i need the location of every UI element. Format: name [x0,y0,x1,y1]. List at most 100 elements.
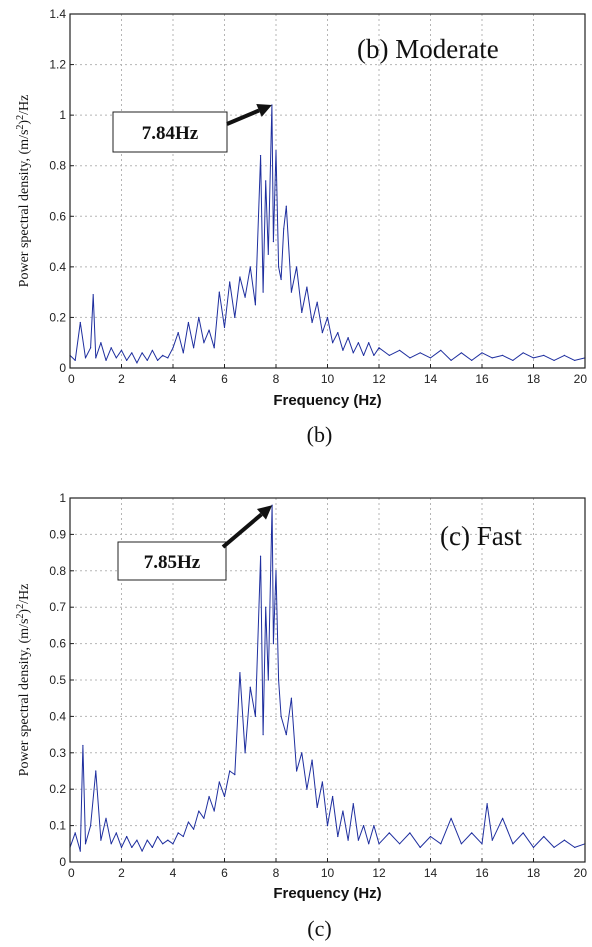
chart-c-data-point [79,850,81,852]
chart-b-data-point [342,349,344,351]
chart-c-data-point [182,835,184,838]
chart-c-data-point [296,770,298,772]
chart-b-caption: (b) [307,422,333,447]
chart-c-data-point [95,770,97,772]
chart-c-xtick-label: 8 [273,866,280,880]
chart-b-data-point [301,311,303,313]
chart-c-data-point [275,570,277,572]
chart-b-ytick-label: 0.4 [49,260,66,274]
chart-c-ylabel: Power spectral density, (m/s2)2/Hz [15,584,32,777]
chart-b-xtick-label: 6 [221,372,228,386]
chart-c-data-point [491,839,493,841]
chart-c-arrow-head-icon [256,505,273,520]
chart-b-data-point [146,359,148,362]
chart-c-data-point [429,835,432,838]
chart-b-data-point [167,357,169,359]
chart-c-data-point [272,643,275,645]
chart-c-ytick-label: 0.1 [49,819,66,833]
chart-c-ytick-label: 0 [59,855,66,869]
chart-c-data-point [481,843,483,845]
chart-b-ytick-label: 1 [59,108,66,122]
chart-b-data-point [84,357,87,359]
chart-c-data-point [162,843,164,845]
chart-c-data-point [311,759,313,761]
chart-c-data-point [332,795,334,798]
chart-c-xtick-label: 2 [118,866,125,880]
chart-b-data-point [92,294,94,296]
chart-c-data-point [90,825,92,827]
chart-b-data-point [110,347,112,349]
chart-c-data-point [223,795,226,798]
chart-b-data-point [187,321,190,324]
chart-b-xtick-label: 0 [68,372,75,386]
chart-b-data-point [471,359,473,362]
chart-c-ytick-label: 0.8 [49,564,66,578]
chart-c-data-point [208,795,210,798]
chart-b-data-point [120,349,123,351]
chart-c-xtick-label: 18 [527,866,541,880]
chart-c-data-point [357,839,359,841]
chart-c-ytick-label: 1 [59,491,66,505]
chart-c-data-point [347,839,349,841]
chart-c-data-point [198,810,200,812]
chart-c-ytick-label: 0.4 [49,709,66,723]
chart-c-data-point [151,846,153,849]
chart-b-data-point [409,357,411,359]
chart-b-data-point [563,354,566,356]
chart-c-data-point [553,846,555,849]
chart-c-xtick-label: 14 [424,866,438,880]
chart-b-data-point [213,347,215,349]
chart-b-data-point [126,359,128,362]
chart-b-data-point [249,266,251,268]
chart-b-data-point [491,357,493,359]
chart-b-data-point [543,354,545,356]
chart-b-xtick-label: 14 [424,372,438,386]
chart-c-xtick-label: 10 [321,866,335,880]
chart-c-data-point [502,817,504,819]
chart-c-data-point [337,835,339,838]
chart-c-data-point [342,810,344,812]
chart-b-data-point [141,352,143,354]
chart-c-data-point [203,817,205,819]
chart-c-data-point [512,843,514,845]
chart-c-title: (c) Fast [440,521,522,551]
chart-b-data-point [357,342,359,344]
chart-b-xtick-label: 18 [527,372,541,386]
chart-b-xtick-label: 16 [475,372,489,386]
chart-b-data-point [162,354,164,356]
chart-b-data-point [306,286,308,288]
chart-b-data-point [79,321,81,324]
chart-c-data-point [105,817,107,819]
chart-b-data-point [362,354,365,356]
chart-b-data-point [347,337,349,339]
chart-c-xtick-label: 4 [170,866,177,880]
chart-b-data-point [115,357,117,359]
chart-c-data-point [301,752,303,754]
chart-c-data-point [362,825,365,827]
chart-c-data-point [239,672,241,674]
chart-c-data-point [522,832,524,834]
chart-b-data-point [151,349,153,351]
chart-c-annotation-arrow [221,512,263,549]
chart-b-data-point [90,347,92,349]
chart-b-xtick-label: 12 [372,372,386,386]
chart-b-data-point [239,276,241,278]
chart-b-data-point [208,329,210,331]
chart-b-data-point [532,357,535,359]
chart-c-data-point [177,832,179,834]
chart-b-xtick-label: 8 [273,372,280,386]
chart-c-data-point [378,843,380,845]
chart-c-data-point [277,679,280,681]
chart-c-data-point [471,832,473,834]
chart-b-data-point [316,301,318,303]
chart-c-data-point [419,846,421,849]
chart-c-data-point [409,832,411,834]
chart-b-annotation-arrow [226,108,260,126]
chart-b-ylabel: Power spectral density, (m/s2)2/Hz [15,95,32,288]
chart-b-data-point [512,359,514,362]
chart-c-data-point [167,839,169,841]
chart-b-data-point [218,291,220,293]
chart-b-ytick-label: 0.8 [49,159,66,173]
chart-c-data-point [563,839,566,841]
